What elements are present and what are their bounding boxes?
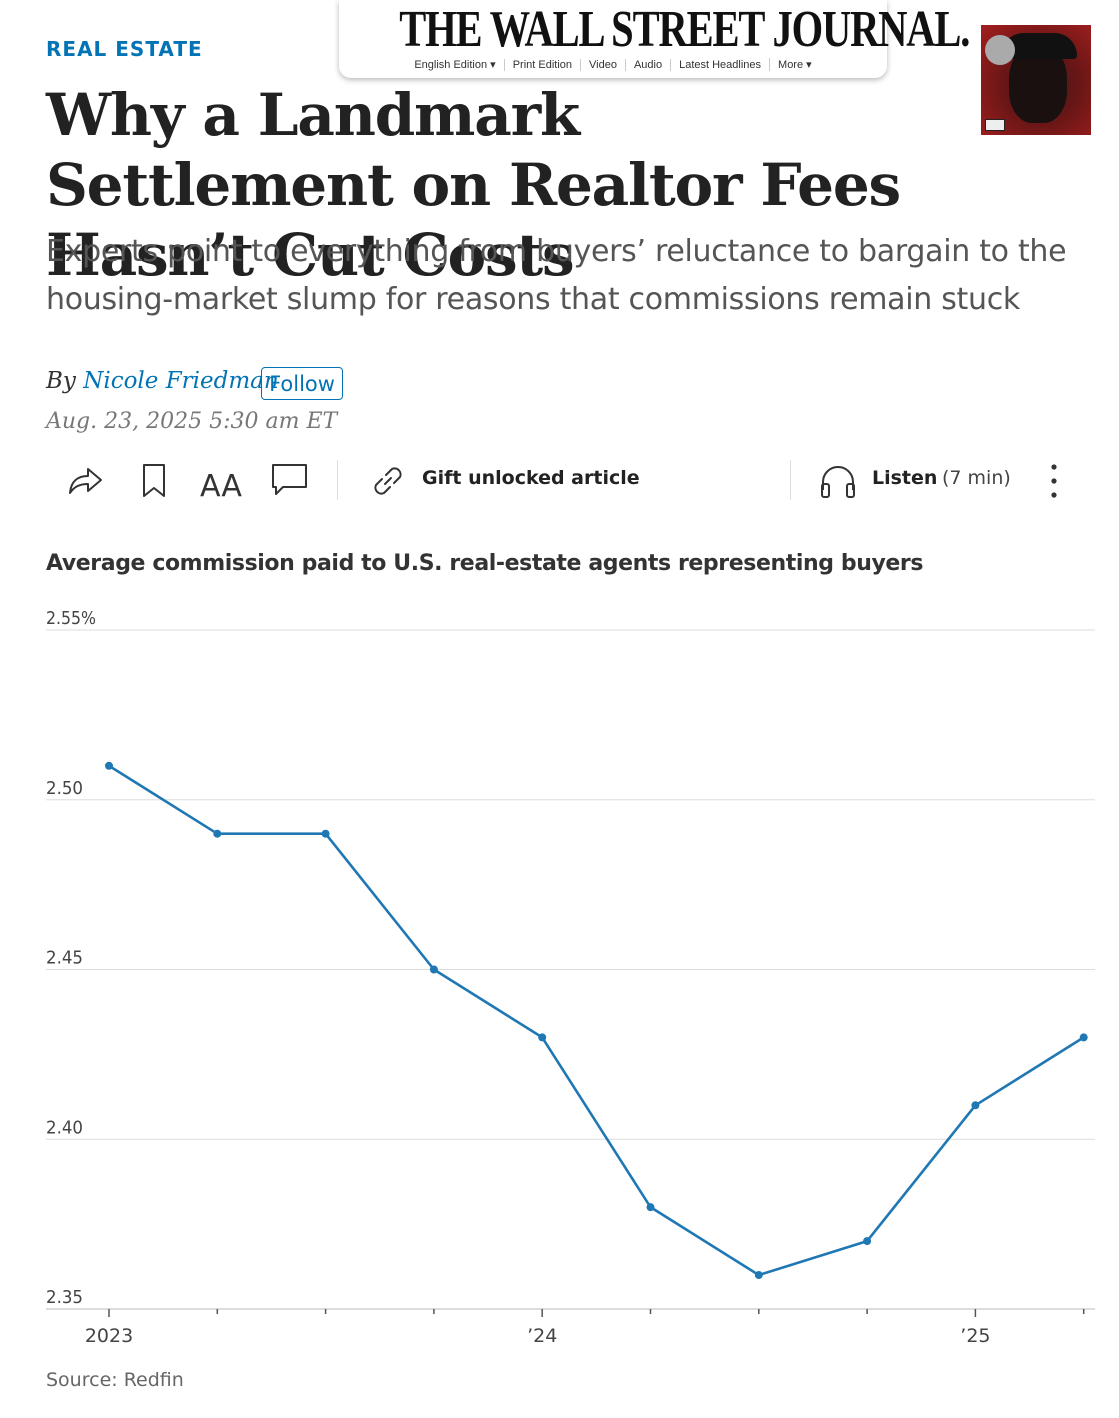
data-point (213, 829, 222, 838)
avatar-badge (985, 35, 1015, 65)
wsj-logo[interactable]: THE WALL STREET JOURNAL. (399, 1, 970, 58)
avatar[interactable] (981, 25, 1091, 135)
article-dek: Experts point to everything from buyers’… (46, 234, 1067, 317)
nav-english-edition[interactable]: English Edition ▾ (414, 59, 496, 71)
listen-button[interactable]: Listen (872, 467, 938, 489)
headphones-icon[interactable] (818, 462, 858, 500)
toolbar-divider-right (790, 460, 791, 500)
chart-source: Source: Redfin (46, 1369, 184, 1391)
data-point (1079, 1033, 1088, 1042)
author-link[interactable]: Nicole Friedman (83, 368, 279, 394)
gift-article-button[interactable]: Gift unlocked article (422, 467, 640, 489)
section-label[interactable]: REAL ESTATE (46, 37, 203, 61)
series-line (108, 764, 1085, 1277)
x-tick-label: 2023 (85, 1325, 133, 1347)
x-tick-label: ’25 (960, 1325, 990, 1347)
comment-icon[interactable] (270, 462, 310, 500)
commission-line-chart: 2.35 2.40 2.45 2.50 2.55% 2023 ’24 ’25 (46, 608, 1095, 1347)
follow-button[interactable]: Follow (261, 367, 343, 400)
masthead: THE WALL STREET JOURNAL. English Edition… (339, 0, 970, 78)
link-icon[interactable] (368, 461, 408, 501)
nav-latest-headlines[interactable]: Latest Headlines (670, 59, 769, 71)
bookmark-icon[interactable] (140, 462, 168, 500)
data-point (754, 1271, 763, 1280)
byline: By Nicole Friedman (46, 368, 279, 394)
text-size-glyph: AA (200, 469, 242, 500)
text-size-icon[interactable]: AA (198, 460, 244, 500)
y-tick-label: 2.50 (46, 778, 83, 799)
nav-audio[interactable]: Audio (624, 59, 670, 71)
y-tick-label: 2.40 (46, 1117, 83, 1138)
x-tick-label: ’24 (527, 1325, 557, 1347)
byline-prefix: By (46, 368, 76, 394)
y-tick-label: 2.45 (46, 948, 83, 969)
nav-more[interactable]: More ▾ (769, 58, 820, 71)
nav-video[interactable]: Video (580, 59, 625, 71)
article-headline: Why a Landmark Settlement on Realtor Fee… (46, 81, 901, 289)
data-point (321, 829, 330, 838)
data-point (971, 1101, 980, 1110)
toolbar-divider (337, 460, 338, 500)
y-tick-label: 2.55% (46, 608, 96, 629)
masthead-nav: English Edition ▾ Print Edition Video Audio… (339, 58, 887, 71)
data-point (538, 1033, 547, 1042)
y-tick-label: 2.35 (46, 1287, 83, 1308)
chart-title: Average commission paid to U.S. real-est… (46, 551, 924, 576)
nav-print-edition[interactable]: Print Edition (503, 59, 580, 71)
data-point (646, 1203, 655, 1212)
data-point (105, 761, 113, 770)
data-point (863, 1237, 872, 1246)
share-icon[interactable] (66, 462, 106, 498)
listen-duration: (7 min) (942, 467, 1011, 489)
more-vertical-icon[interactable] (1044, 462, 1064, 500)
data-point (429, 965, 438, 974)
publish-date: Aug. 23, 2025 5:30 am ET (46, 409, 338, 434)
avatar-label (985, 119, 1005, 131)
